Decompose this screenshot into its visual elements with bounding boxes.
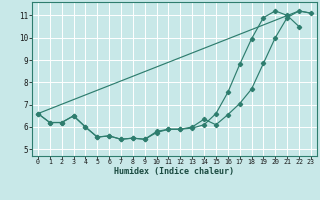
X-axis label: Humidex (Indice chaleur): Humidex (Indice chaleur) — [115, 167, 234, 176]
